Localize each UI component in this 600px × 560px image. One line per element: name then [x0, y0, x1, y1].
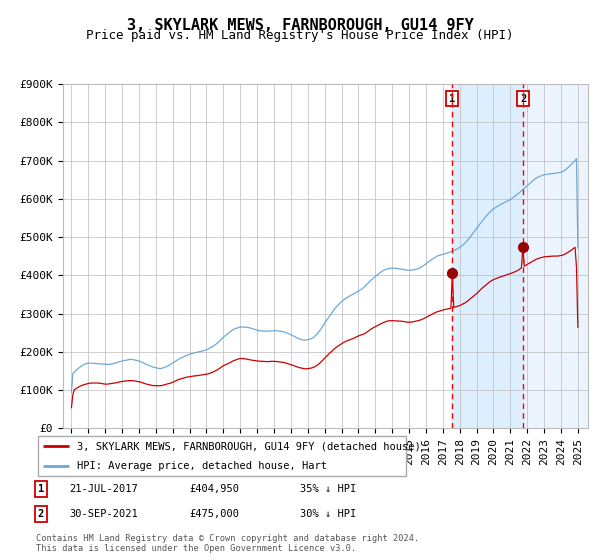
- Bar: [523, 84, 588, 428]
- Text: Contains HM Land Registry data © Crown copyright and database right 2024.
This d: Contains HM Land Registry data © Crown c…: [36, 534, 419, 553]
- Text: HPI: Average price, detached house, Hart: HPI: Average price, detached house, Hart: [77, 461, 327, 471]
- Text: Price paid vs. HM Land Registry's House Price Index (HPI): Price paid vs. HM Land Registry's House …: [86, 29, 514, 42]
- Text: 30-SEP-2021: 30-SEP-2021: [69, 509, 138, 519]
- FancyBboxPatch shape: [38, 436, 406, 476]
- Text: 2: 2: [38, 509, 44, 519]
- Text: £475,000: £475,000: [189, 509, 239, 519]
- Text: 1: 1: [449, 94, 455, 104]
- Text: 30% ↓ HPI: 30% ↓ HPI: [300, 509, 356, 519]
- Text: 2: 2: [520, 94, 526, 104]
- Text: 3, SKYLARK MEWS, FARNBOROUGH, GU14 9FY: 3, SKYLARK MEWS, FARNBOROUGH, GU14 9FY: [127, 18, 473, 33]
- Text: 3, SKYLARK MEWS, FARNBOROUGH, GU14 9FY (detached house): 3, SKYLARK MEWS, FARNBOROUGH, GU14 9FY (…: [77, 441, 421, 451]
- Text: £404,950: £404,950: [189, 484, 239, 494]
- Text: 1: 1: [38, 484, 44, 494]
- Bar: [452, 84, 523, 428]
- Text: 35% ↓ HPI: 35% ↓ HPI: [300, 484, 356, 494]
- Text: 21-JUL-2017: 21-JUL-2017: [69, 484, 138, 494]
